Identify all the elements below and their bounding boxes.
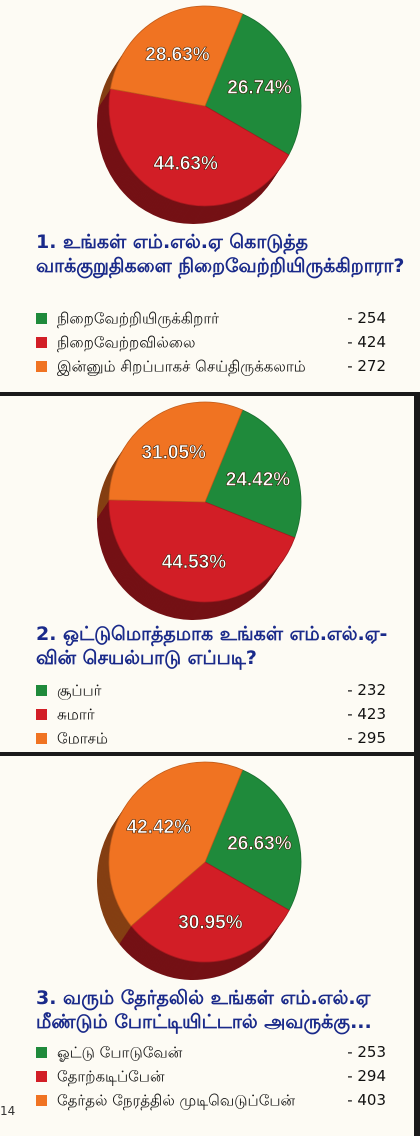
pie-chart-2: 24.42% 44.53% 31.05% (96, 401, 302, 620)
swatch-green (36, 313, 47, 324)
pie-slice (204, 409, 302, 539)
swatch-green (36, 685, 47, 696)
legend-value: - 272 (347, 357, 386, 375)
frame-edge (414, 756, 420, 1136)
pie-slice (108, 88, 290, 207)
swatch-red (36, 337, 47, 348)
swatch-red (36, 709, 47, 720)
slice-percent-label: 44.63% (153, 154, 218, 175)
legend-item: இன்னும் சிறப்பாகச் செய்திருக்கலாம் - 272 (36, 354, 386, 378)
slice-percent-label: 44.53% (162, 552, 227, 573)
slice-percent-label: 26.74% (227, 78, 292, 99)
slice-percent-label: 28.63% (145, 44, 210, 65)
legend-label: சூப்பர் (57, 681, 102, 700)
legend-label: தோற்கடிப்பேன் (57, 1067, 165, 1086)
frame-edge (414, 396, 420, 752)
legend-label: நிறைவேற்றியிருக்கிறார் (57, 309, 220, 328)
legend-value: - 423 (347, 705, 386, 723)
poll-panel-2: 24.42% 44.53% 31.05% 2. ஒட்டுமொத்தமாக உங்க… (0, 396, 420, 752)
slice-percent-label: 42.42% (127, 817, 192, 838)
swatch-orange (36, 733, 47, 744)
slice-percent-label: 30.95% (178, 913, 243, 934)
pie-slice (109, 5, 244, 107)
pie-slice (204, 769, 302, 911)
legend-value: - 424 (347, 333, 386, 351)
legend-value: - 294 (347, 1067, 386, 1085)
legend-2: சூப்பர் - 232 சுமார் - 423 மோசம் - 295 (36, 678, 386, 750)
legend-1: நிறைவேற்றியிருக்கிறார் - 254 நிறைவேற்றவில… (36, 306, 386, 378)
pie-slice (108, 761, 244, 927)
legend-item: தேர்தல் நேரத்தில் முடிவெடுப்பேன் - 403 (36, 1088, 386, 1112)
pie-chart-1: 26.74% 44.63% 28.63% (97, 5, 302, 224)
legend-item: சுமார் - 423 (36, 702, 386, 726)
panel-divider (0, 752, 420, 756)
slice-percent-label: 31.05% (141, 443, 206, 464)
legend-value: - 253 (347, 1043, 386, 1061)
panel-divider (0, 392, 420, 396)
pie-chart-3: 26.63% 30.95% 42.42% (97, 761, 302, 980)
legend-item: தோற்கடிப்பேன் - 294 (36, 1064, 386, 1088)
legend-label: மோசம் (57, 729, 108, 748)
swatch-orange (36, 1095, 47, 1106)
question-1: 1. உங்கள் எம்.எல்.ஏ கொடுத்த வாக்குறுதிகள… (36, 231, 405, 277)
slice-percent-label: 26.63% (227, 833, 292, 854)
legend-item: மோசம் - 295 (36, 726, 386, 750)
legend-value: - 403 (347, 1091, 386, 1109)
swatch-red (36, 1071, 47, 1082)
pie-slice (130, 861, 290, 963)
question-3: 3. வரும் தேர்தலில் உங்கள் எம்.எல்.ஏ மீண்… (36, 987, 372, 1033)
swatch-green (36, 1047, 47, 1058)
legend-item: நிறைவேற்றியிருக்கிறார் - 254 (36, 306, 386, 330)
slice-percent-label: 24.42% (226, 470, 291, 491)
legend-label: இன்னும் சிறப்பாகச் செய்திருக்கலாம் (57, 357, 306, 376)
legend-label: நிறைவேற்றவில்லை (57, 333, 196, 352)
legend-item: சூப்பர் - 232 (36, 678, 386, 702)
legend-value: - 232 (347, 681, 386, 699)
legend-3: ஓட்டு போடுவேன் - 253 தோற்கடிப்பேன் - 294 த… (36, 1040, 386, 1112)
legend-value: - 295 (347, 729, 386, 747)
poll-panel-3: 26.63% 30.95% 42.42% 3. வரும் தேர்தலில் உங… (0, 756, 420, 1136)
legend-item: ஓட்டு போடுவேன் - 253 (36, 1040, 386, 1064)
legend-label: ஓட்டு போடுவேன் (57, 1043, 183, 1062)
legend-item: நிறைவேற்றவில்லை - 424 (36, 330, 386, 354)
page-number: 14 (0, 1104, 16, 1118)
legend-label: தேர்தல் நேரத்தில் முடிவெடுப்பேன் (57, 1091, 296, 1110)
swatch-orange (36, 361, 47, 372)
legend-value: - 254 (347, 309, 386, 327)
question-2: 2. ஒட்டுமொத்தமாக உங்கள் எம்.எல்.ஏ-வின் ச… (36, 623, 388, 669)
legend-label: சுமார் (57, 705, 95, 724)
poll-panel-1: 26.74% 44.63% 28.63% 1. உங்கள் எம்.எல்.ஏ க… (0, 0, 420, 392)
pie-slice (108, 499, 296, 603)
pie-slice (108, 401, 244, 503)
